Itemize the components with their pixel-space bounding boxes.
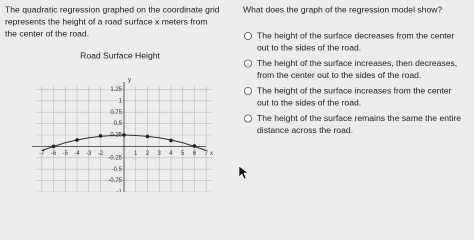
y-tick-label: 1.25 — [110, 87, 122, 93]
option-text[interactable]: The height of the surface decreases from… — [257, 30, 454, 40]
y-tick-label: -1 — [117, 190, 123, 192]
prompt: What does the graph of the regression mo… — [243, 4, 442, 14]
y-tick-label: 0.75 — [110, 110, 122, 116]
x-tick-label: 1 — [134, 151, 138, 157]
radio-button[interactable] — [243, 59, 252, 68]
x-tick-label: -7 — [39, 151, 45, 157]
y-tick-label: 1 — [119, 98, 123, 104]
data-point — [75, 138, 79, 142]
x-tick-label: -4 — [74, 151, 80, 157]
radio-button[interactable] — [243, 32, 252, 41]
background — [0, 0, 474, 192]
y-tick-label: -0.25 — [108, 155, 122, 161]
option-text[interactable]: The height of the surface increases, the… — [257, 58, 457, 68]
y-tick-label: 0.5 — [114, 121, 123, 127]
option-text[interactable]: The height of the surface increases from… — [257, 85, 452, 95]
x-tick-label: -5 — [63, 151, 69, 157]
x-tick-label: -2 — [98, 151, 104, 157]
data-point — [192, 144, 197, 148]
x-axis-label: x — [210, 151, 213, 157]
radio-button[interactable] — [243, 87, 252, 96]
option-text[interactable]: out to the sides of the road. — [257, 42, 361, 52]
data-point — [145, 134, 150, 139]
y-axis-label: y — [128, 78, 131, 84]
data-point — [169, 138, 173, 143]
x-tick-label: 7 — [204, 151, 208, 157]
option-text[interactable]: out to the sides of the road. — [257, 97, 361, 107]
x-tick-label: 5 — [181, 151, 185, 157]
radio-button[interactable] — [243, 114, 252, 123]
option-text[interactable]: The height of the surface remains the sa… — [257, 113, 461, 123]
x-tick-label: 2 — [146, 151, 150, 157]
data-point — [51, 144, 56, 149]
data-point — [98, 134, 103, 138]
chart-title: Road Surface Height — [80, 50, 160, 60]
y-tick-label: -0.75 — [108, 178, 122, 184]
x-tick-label: -3 — [86, 151, 92, 157]
x-tick-label: -6 — [51, 151, 57, 157]
y-tick-label: -0.5 — [112, 167, 123, 173]
question-line: the center of the road. — [5, 28, 89, 38]
question-line: represents the height of a road surface … — [5, 16, 208, 26]
option-text[interactable]: distance across the road. — [257, 125, 353, 135]
x-tick-label: 6 — [193, 151, 197, 157]
x-tick-label: 4 — [169, 151, 173, 157]
cursor — [238, 165, 249, 180]
option-text[interactable]: from the center out to the sides of the … — [257, 70, 421, 80]
data-point — [122, 133, 126, 137]
x-tick-label: 3 — [158, 151, 162, 157]
question-line: The quadratic regression graphed on the … — [5, 4, 220, 14]
page: The quadratic regression graphed on the … — [0, 0, 474, 192]
screen: The quadratic regression graphed on the … — [0, 0, 474, 192]
